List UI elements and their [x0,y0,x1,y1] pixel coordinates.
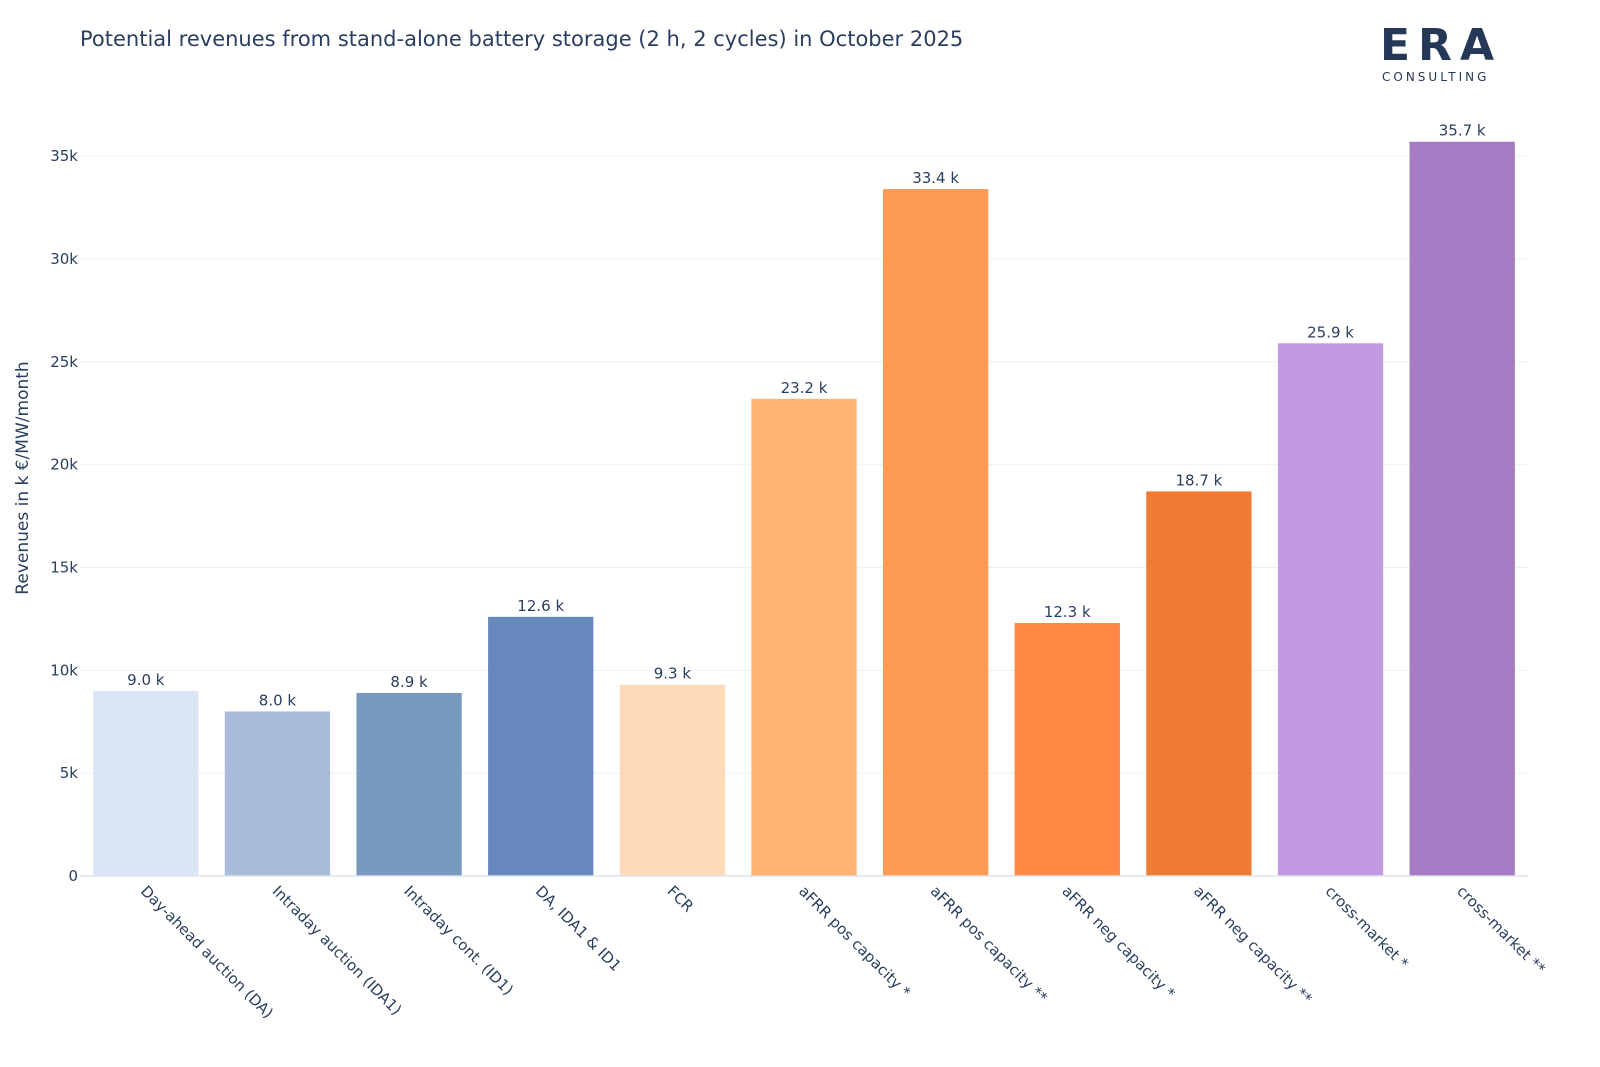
data-label: 9.3 k [654,665,692,683]
bar[interactable] [1146,491,1252,876]
x-tick-label: aFRR pos capacity * [795,882,914,1001]
data-label: 23.2 k [781,379,828,397]
bar[interactable] [751,398,857,876]
chart-title: Potential revenues from stand-alone batt… [80,27,964,51]
bar[interactable] [93,690,199,876]
y-tick-label: 15k [50,558,78,576]
x-tick-label: aFRR neg capacity ** [1190,882,1316,1008]
y-tick-label: 10k [50,661,78,679]
x-tick-label: FCR [664,882,698,916]
bar[interactable] [1014,623,1120,876]
x-tick-label: aFRR neg capacity * [1058,882,1179,1003]
data-labels: 9.0 k 8.0 k 8.9 k 12.6 k 9.3 k 23.2 k 33.4 k 12… [127,122,1486,710]
bar[interactable] [882,189,989,877]
bar[interactable] [224,711,331,876]
data-label: 8.0 k [259,691,297,709]
data-label: 25.9 k [1307,323,1354,341]
y-tick-label: 5k [60,764,79,782]
bar[interactable] [1277,343,1384,876]
bars [93,141,1515,877]
logo-subtitle: CONSULTING [1382,70,1490,84]
era-consulting-logo: ERA CONSULTING [1380,18,1510,90]
x-tick-label: Day-ahead auction (DA) [137,882,277,1022]
data-label: 33.4 k [912,169,959,187]
bar[interactable] [356,692,462,876]
data-label: 8.9 k [390,673,428,691]
x-tick-label: Intraday cont. (ID1) [400,882,517,999]
y-tick-label: 20k [50,456,78,474]
data-label: 18.7 k [1175,471,1222,489]
y-tick-label: 25k [50,353,78,371]
x-tick-label: cross-market ** [1453,882,1549,978]
y-tick-label: 30k [50,250,78,268]
bar[interactable] [619,684,726,876]
x-tick-label: Intraday auction (IDA1) [269,882,406,1019]
data-label: 12.3 k [1044,603,1091,621]
data-label: 35.7 k [1439,122,1486,140]
y-tick-label: 0 [68,867,78,885]
y-tick-label: 35k [50,147,78,165]
x-tick-label: cross-market * [1322,882,1413,973]
bar[interactable] [488,616,594,876]
data-label: 9.0 k [127,671,165,689]
bar[interactable] [1409,141,1515,876]
logo-mark: ERA [1380,20,1502,71]
x-tick-label: DA, IDA1 & ID1 [532,882,625,975]
y-axis-title: Revenues in k €/MW/month [13,361,33,594]
data-label: 12.6 k [517,597,564,615]
x-tick-label: aFRR pos capacity ** [927,882,1052,1007]
